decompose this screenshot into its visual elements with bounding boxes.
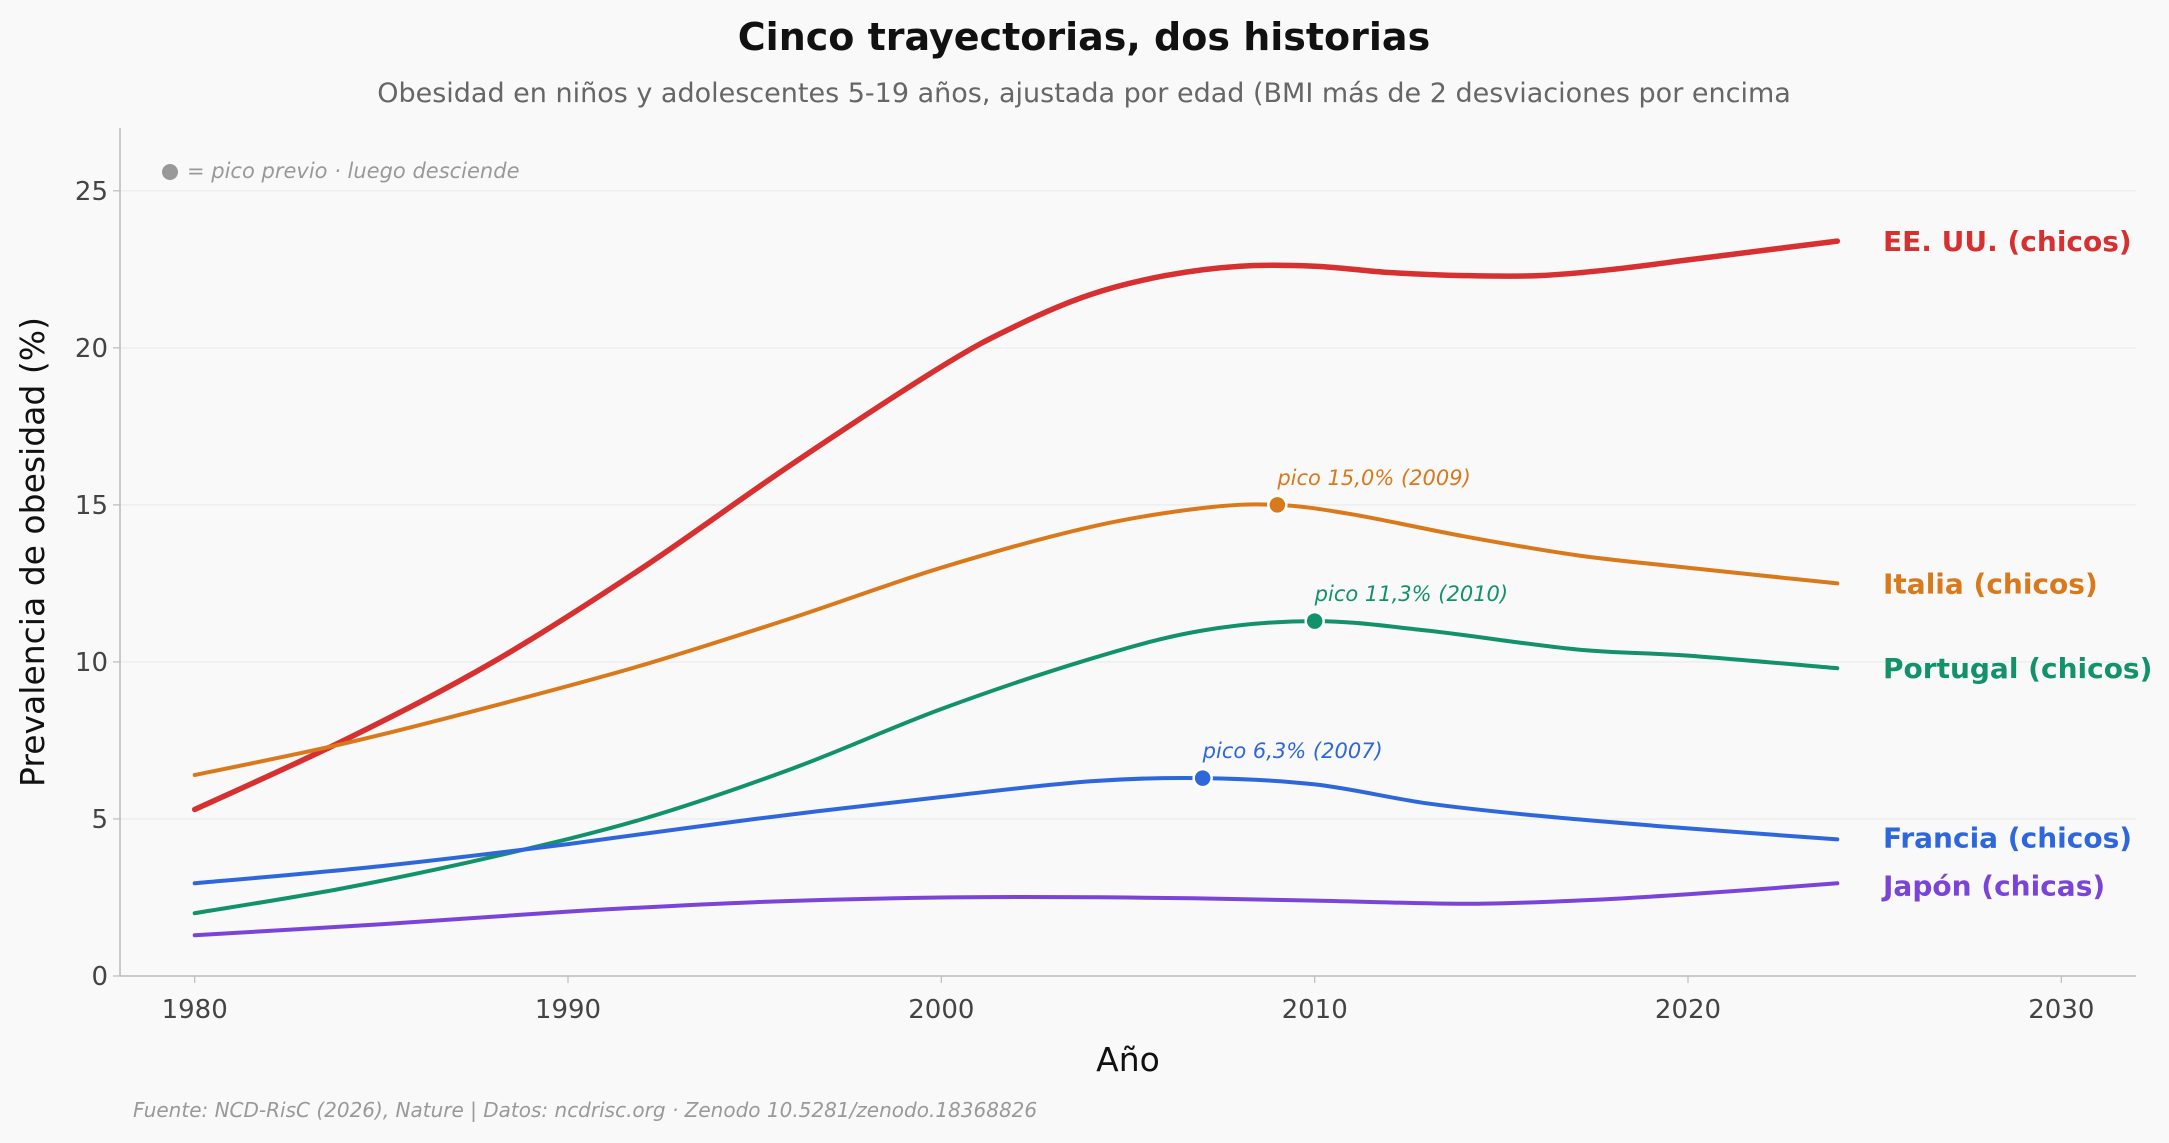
legend-dot-icon — [162, 164, 178, 180]
series-line — [192, 881, 1840, 938]
series-label: Francia (chicos) — [1883, 821, 2132, 854]
series-label: Portugal (chicos) — [1883, 652, 2152, 685]
x-tick-label: 1980 — [162, 995, 228, 1025]
series-labels: EE. UU. (chicos) Italia (chicos) Portugal … — [162, 164, 2152, 902]
series-label: EE. UU. (chicos) — [1883, 225, 2132, 258]
x-tick-label: 2030 — [2028, 995, 2094, 1025]
peak-label: pico 11,3% (2010) — [1314, 582, 1508, 606]
y-axis-label: Prevalencia de obesidad (%) — [13, 317, 52, 787]
x-axis-ticks: 1980 1990 2000 2010 2020 2030 — [162, 976, 2094, 1025]
peak-markers: pico 15,0% (2009) pico 11,3% (2010) pico 6… — [1192, 466, 1508, 789]
chart-title: Cinco trayectorias, dos historias — [738, 15, 1430, 59]
y-tick-label: 0 — [91, 962, 108, 992]
series-line — [192, 619, 1840, 916]
source-note: Fuente: NCD-RisC (2026), Nature | Datos:… — [133, 1098, 1037, 1122]
x-tick-label: 2000 — [908, 995, 974, 1025]
x-tick-label: 2010 — [1282, 995, 1348, 1025]
series-line — [192, 775, 1840, 886]
y-tick-label: 15 — [75, 491, 108, 521]
series-line — [192, 502, 1840, 777]
y-tick-label: 5 — [91, 805, 108, 835]
y-tick-label: 20 — [75, 334, 108, 364]
y-tick-label: 10 — [75, 648, 108, 678]
peak-marker — [1267, 494, 1288, 516]
series-lines — [191, 238, 1841, 938]
peak-marker — [1304, 610, 1325, 632]
peak-label: pico 15,0% (2009) — [1276, 466, 1470, 490]
legend-note: = pico previo · luego desciende — [187, 159, 520, 183]
y-tick-label: 25 — [75, 177, 108, 207]
chart-subtitle: Obesidad en niños y adolescentes 5-19 añ… — [377, 78, 1791, 109]
y-axis-ticks: 0 5 10 15 20 25 — [75, 177, 120, 992]
peak-label: pico 6,3% (2007) — [1202, 739, 1383, 763]
x-tick-label: 1990 — [535, 995, 601, 1025]
series-label: Italia (chicos) — [1883, 567, 2098, 600]
peak-marker — [1192, 767, 1213, 789]
series-line — [191, 238, 1841, 813]
series-label: Japón (chicas) — [1881, 869, 2105, 902]
x-axis-label: Año — [1096, 1040, 1160, 1079]
gridlines — [120, 190, 2136, 820]
x-tick-label: 2020 — [1655, 995, 1721, 1025]
